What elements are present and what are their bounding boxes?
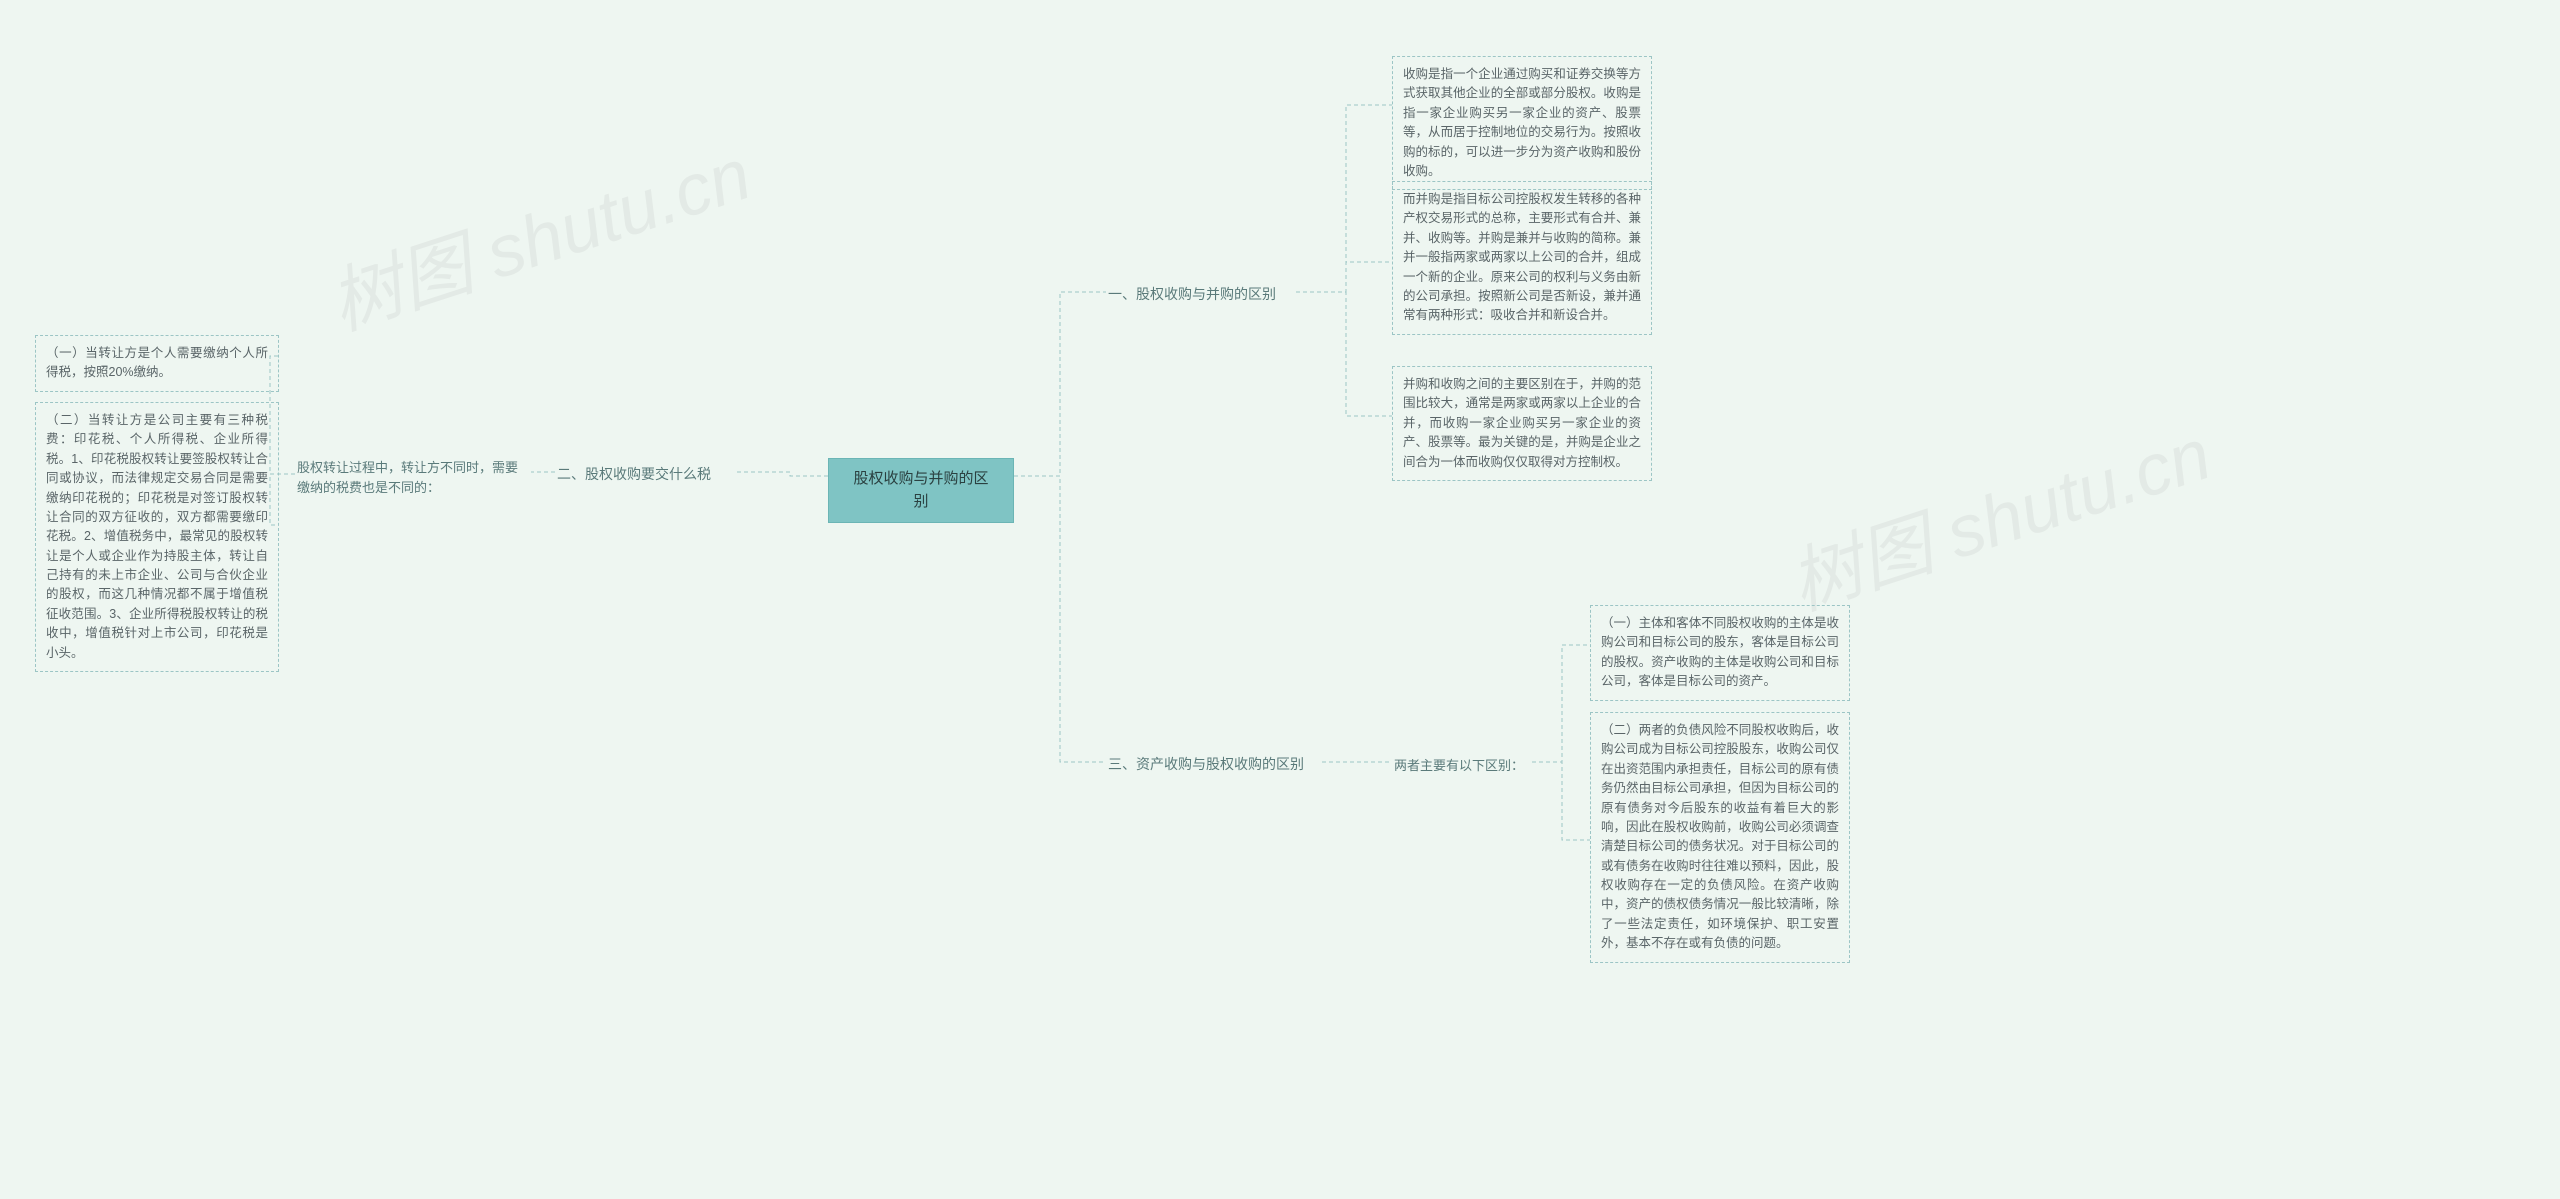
leaf-b1c1: 收购是指一个企业通过购买和证券交换等方式获取其他企业的全部或部分股权。收购是指一… xyxy=(1392,56,1652,190)
watermark: 树图 shutu.cn xyxy=(1774,395,2221,630)
branch-2: 二、股权收购要交什么税 xyxy=(555,460,713,490)
center-node: 股权收购与并购的区别 xyxy=(828,458,1014,523)
watermark: 树图 shutu.cn xyxy=(314,115,761,350)
leaf-b2c1: （一）当转让方是个人需要缴纳个人所得税，按照20%缴纳。 xyxy=(35,335,279,392)
leaf-b3c1: （一）主体和客体不同股权收购的主体是收购公司和目标公司的股东，客体是目标公司的股… xyxy=(1590,605,1850,701)
branch-3: 三、资产收购与股权收购的区别 xyxy=(1106,750,1306,780)
connectors xyxy=(0,0,2560,1199)
leaf-b1c3: 并购和收购之间的主要区别在于，并购的范围比较大，通常是两家或两家以上企业的合并，… xyxy=(1392,366,1652,481)
leaf-b3c2: （二）两者的负债风险不同股权收购后，收购公司成为目标公司控股股东，收购公司仅在出… xyxy=(1590,712,1850,963)
branch-2-sub: 股权转让过程中，转让方不同时，需要缴纳的税费也是不同的： xyxy=(295,454,531,502)
leaf-b1c2: 而并购是指目标公司控股权发生转移的各种产权交易形式的总称，主要形式有合并、兼并、… xyxy=(1392,181,1652,335)
leaf-b2c2: （二）当转让方是公司主要有三种税费：印花税、个人所得税、企业所得税。1、印花税股… xyxy=(35,402,279,672)
branch-3-sub: 两者主要有以下区别： xyxy=(1392,752,1526,780)
branch-1: 一、股权收购与并购的区别 xyxy=(1106,280,1278,310)
